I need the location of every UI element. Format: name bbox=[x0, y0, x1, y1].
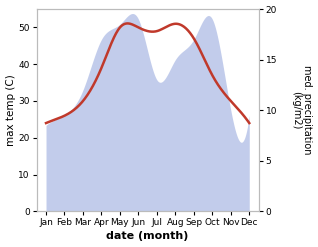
Y-axis label: med. precipitation
(kg/m2): med. precipitation (kg/m2) bbox=[291, 65, 313, 155]
X-axis label: date (month): date (month) bbox=[107, 231, 189, 242]
Y-axis label: max temp (C): max temp (C) bbox=[5, 74, 16, 146]
